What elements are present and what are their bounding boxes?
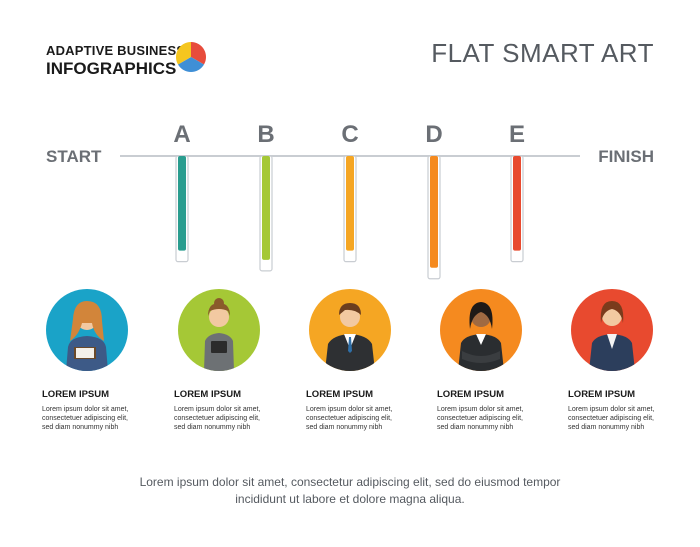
person-description: Lorem ipsum dolor sit amet, consectetuer … xyxy=(306,405,436,432)
person-description: Lorem ipsum dolor sit amet, consectetuer … xyxy=(568,405,698,432)
person-description-line3: sed diam nonummy nibh xyxy=(568,424,645,431)
person-heading: LOREM IPSUM xyxy=(306,389,374,400)
person-description-line2: consectetuer adipiscing elit, xyxy=(568,415,654,422)
page-title: FLAT SMART ART xyxy=(431,38,654,68)
start-label: START xyxy=(46,147,102,166)
brand-line1: ADAPTIVE BUSINESS xyxy=(46,43,186,58)
pie-logo-icon xyxy=(175,41,207,73)
step-d: D xyxy=(425,121,443,280)
timeline-steps: A B C D E xyxy=(173,121,525,280)
footer-line1: Lorem ipsum dolor sit amet, consectetur … xyxy=(139,475,561,489)
step-e: E xyxy=(509,121,525,263)
timeline-diagram: START FINISH A B C D E xyxy=(46,121,654,280)
person-heading: LOREM IPSUM xyxy=(437,389,505,400)
finish-label: FINISH xyxy=(598,147,654,166)
step-b: B xyxy=(257,121,275,272)
person-description-line1: Lorem ipsum dolor sit amet, xyxy=(174,406,261,413)
person-description-line2: consectetuer adipiscing elit, xyxy=(437,415,523,422)
businesswoman-arms-crossed-icon xyxy=(440,289,522,371)
step-letter: E xyxy=(509,121,525,148)
person-description-line1: Lorem ipsum dolor sit amet, xyxy=(42,406,129,413)
person-description-line3: sed diam nonummy nibh xyxy=(437,424,514,431)
step-a: A xyxy=(173,121,191,263)
person-description-line3: sed diam nonummy nibh xyxy=(42,424,119,431)
person-description-line2: consectetuer adipiscing elit, xyxy=(306,415,392,422)
step-c: C xyxy=(341,121,359,263)
person-description-line3: sed diam nonummy nibh xyxy=(174,424,251,431)
person-description: Lorem ipsum dolor sit amet, consectetuer … xyxy=(174,405,304,432)
businessman-icon xyxy=(309,289,391,371)
person-description-line1: Lorem ipsum dolor sit amet, xyxy=(306,406,393,413)
brand: ADAPTIVE BUSINESS INFOGRAPHICS xyxy=(46,43,185,79)
step-tube-fill xyxy=(346,156,354,251)
brand-line2: INFOGRAPHICS xyxy=(46,59,177,78)
woman-with-notebook-icon xyxy=(46,289,128,371)
step-tube-fill xyxy=(178,156,186,251)
person-heading: LOREM IPSUM xyxy=(42,389,110,400)
step-letter: A xyxy=(173,121,190,148)
person-description-line1: Lorem ipsum dolor sit amet, xyxy=(568,406,655,413)
businesswoman-icon xyxy=(571,289,653,371)
step-tube-fill xyxy=(513,156,521,251)
person-description: Lorem ipsum dolor sit amet, consectetuer … xyxy=(437,405,567,432)
person-heading: LOREM IPSUM xyxy=(568,389,636,400)
step-tube-fill xyxy=(262,156,270,260)
step-letter: B xyxy=(257,121,274,148)
step-tube-fill xyxy=(430,156,438,268)
person-description-line1: Lorem ipsum dolor sit amet, xyxy=(437,406,524,413)
woman-with-tablet-icon xyxy=(178,289,260,371)
person-description-line2: consectetuer adipiscing elit, xyxy=(42,415,128,422)
person-heading: LOREM IPSUM xyxy=(174,389,242,400)
person-description: Lorem ipsum dolor sit amet, consectetuer … xyxy=(42,405,172,432)
person-description-line2: consectetuer adipiscing elit, xyxy=(174,415,260,422)
step-letter: C xyxy=(341,121,358,148)
footer-line2: incididunt ut labore et dolore magna ali… xyxy=(235,492,465,506)
step-letter: D xyxy=(425,121,442,148)
footer-text: Lorem ipsum dolor sit amet, consectetur … xyxy=(0,474,700,508)
person-description-line3: sed diam nonummy nibh xyxy=(306,424,383,431)
